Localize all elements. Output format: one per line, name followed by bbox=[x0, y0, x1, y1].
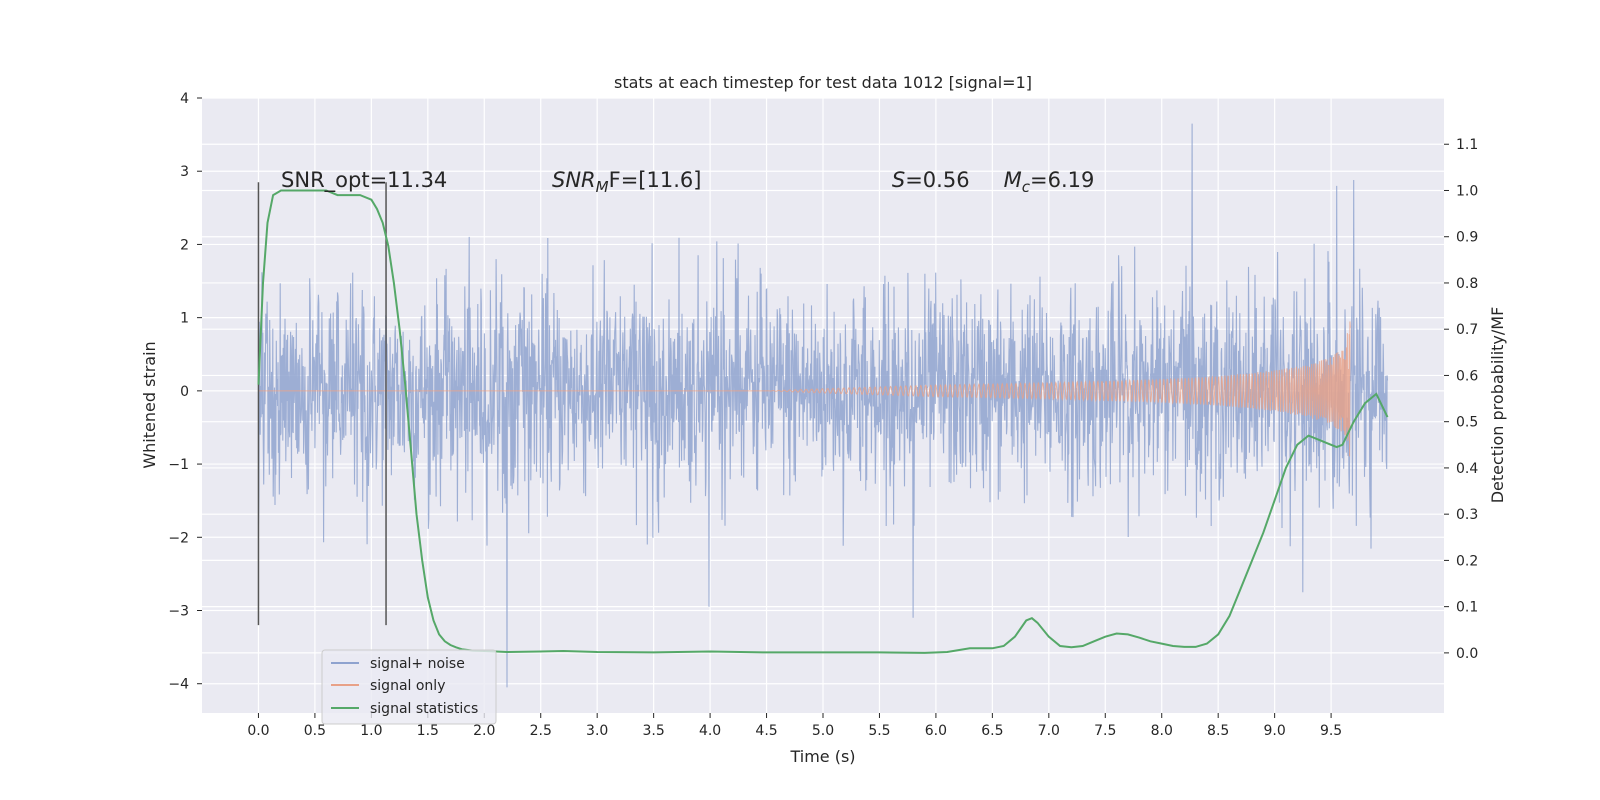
y2-tick-label: 0.6 bbox=[1456, 368, 1478, 384]
vertical-markers bbox=[257, 182, 387, 626]
x-tick-label: 4.0 bbox=[699, 723, 721, 739]
legend-box bbox=[321, 649, 497, 725]
chart-title: stats at each timestep for test data 101… bbox=[614, 73, 1032, 92]
annotation-text: Mc=6.19 bbox=[1004, 168, 1095, 196]
x-axis-label: Time (s) bbox=[789, 747, 855, 766]
x-tick-label: 3.5 bbox=[643, 723, 665, 739]
y-tick-label: −1 bbox=[168, 457, 189, 473]
y2-tick-label: 0.1 bbox=[1456, 600, 1478, 616]
y2-tick-label: 0.3 bbox=[1456, 507, 1478, 523]
y-tick-label: 4 bbox=[180, 91, 189, 107]
annotation-text: S=0.56 bbox=[892, 168, 970, 192]
annotation-tail: =0.56 bbox=[905, 168, 969, 192]
x-tick-label: 7.0 bbox=[1038, 723, 1060, 739]
x-tick-label: 0.0 bbox=[247, 723, 269, 739]
annotation-main: SNR bbox=[552, 168, 596, 192]
y-tick-label: 1 bbox=[180, 311, 189, 327]
x-tick-label: 7.5 bbox=[1094, 723, 1116, 739]
y-tick-label: 0 bbox=[180, 384, 189, 400]
x-tick-label: 9.0 bbox=[1264, 723, 1286, 739]
x-tick-label: 0.5 bbox=[304, 723, 326, 739]
series-signal-statistics bbox=[257, 189, 1389, 654]
x-tick-label: 9.5 bbox=[1320, 723, 1342, 739]
x-tick-label: 6.5 bbox=[981, 723, 1003, 739]
legend-label-signal-noise: signal+ noise bbox=[370, 656, 465, 672]
x-tick-label: 8.0 bbox=[1151, 723, 1173, 739]
x-tick-label: 3.0 bbox=[586, 723, 608, 739]
y-tick-label: 3 bbox=[180, 164, 189, 180]
annotation-subscript: M bbox=[596, 178, 609, 196]
plot-marks bbox=[257, 123, 1389, 688]
y-tick-label: −2 bbox=[168, 530, 189, 546]
y2-tick-label: 0.7 bbox=[1456, 322, 1478, 338]
y2-tick-label: 0.2 bbox=[1456, 553, 1478, 569]
y2-tick-label: 0.8 bbox=[1456, 276, 1478, 292]
x-tick-label: 5.0 bbox=[812, 723, 834, 739]
x-axis-ticks: 0.0 0.5 1.0 1.5 2.0 2.5 3.0 3.5 4.0 4.5 5.0 5.5 6.0 6… bbox=[247, 713, 1342, 739]
annotation-tail: F=[11.6] bbox=[609, 168, 702, 192]
y-tick-label: −3 bbox=[168, 604, 189, 620]
x-tick-label: 6.0 bbox=[925, 723, 947, 739]
y2-tick-label: 1.0 bbox=[1456, 183, 1478, 199]
annotation-text: SNR_opt=11.34 bbox=[281, 168, 447, 193]
y2-axis-ticks: 0.0 0.1 0.2 0.3 0.4 0.5 0.6 0.7 0.8 0.9 1.0 1.1 bbox=[1444, 137, 1478, 662]
x-tick-label: 5.5 bbox=[868, 723, 890, 739]
y-axis-ticks: −4 −3 −2 −1 0 1 2 3 4 bbox=[168, 91, 202, 693]
x-tick-label: 2.5 bbox=[530, 723, 552, 739]
y-tick-label: 2 bbox=[180, 237, 189, 253]
legend: signal+ noise signal only signal statist… bbox=[321, 649, 497, 725]
series-signal-only bbox=[258, 321, 1351, 457]
y2-axis-label: Detection probability/MF bbox=[1488, 307, 1507, 504]
x-tick-label: 1.0 bbox=[360, 723, 382, 739]
annotation-subscript: c bbox=[1022, 178, 1031, 196]
y2-tick-label: 0.5 bbox=[1456, 415, 1478, 431]
y2-tick-label: 0.9 bbox=[1456, 230, 1478, 246]
x-tick-label: 1.5 bbox=[417, 723, 439, 739]
legend-label-signal-only: signal only bbox=[370, 678, 445, 694]
y2-tick-label: 0.0 bbox=[1456, 646, 1478, 662]
annotation-text: SNRMF=[11.6] bbox=[552, 168, 701, 196]
annotation-main: SNR_opt=11.34 bbox=[281, 168, 447, 193]
annotation-main: M bbox=[1004, 168, 1022, 192]
annotations: SNR_opt=11.34 SNRMF=[11.6] S=0.56 Mc=6.19 bbox=[281, 168, 1094, 196]
y-axis-label: Whitened strain bbox=[140, 341, 159, 468]
y2-tick-label: 1.1 bbox=[1456, 137, 1478, 153]
x-tick-label: 8.5 bbox=[1207, 723, 1229, 739]
x-tick-label: 4.5 bbox=[755, 723, 777, 739]
x-tick-label: 2.0 bbox=[473, 723, 495, 739]
y2-tick-label: 0.4 bbox=[1456, 461, 1478, 477]
y-tick-label: −4 bbox=[168, 677, 189, 693]
annotation-tail: =6.19 bbox=[1030, 168, 1094, 192]
legend-label-signal-statistics: signal statistics bbox=[370, 701, 478, 717]
annotation-main: S bbox=[892, 168, 905, 192]
